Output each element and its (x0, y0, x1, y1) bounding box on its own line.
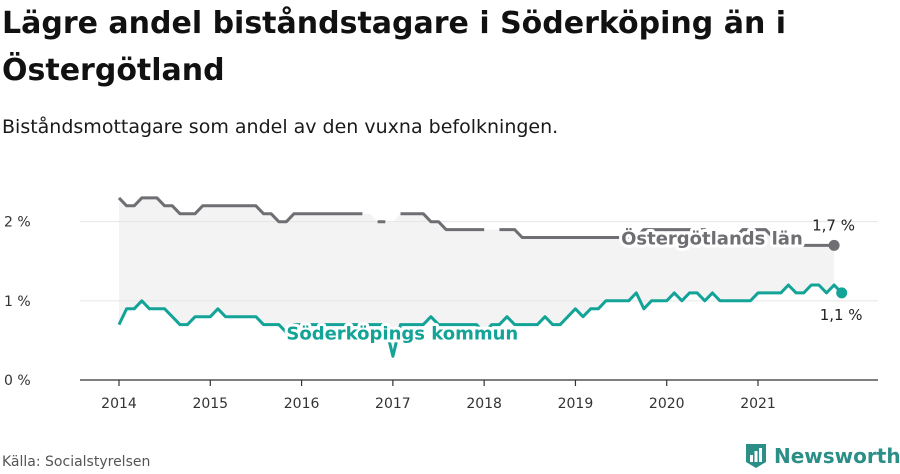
y-tick-label: 2 % (4, 215, 31, 231)
series-line-county (117, 196, 835, 247)
series-band (119, 197, 835, 357)
x-tick-label: 2014 (101, 396, 137, 412)
x-tick-label: 2020 (649, 396, 685, 412)
end-label-county: 1,7 % (812, 216, 855, 234)
series-line-municipality (117, 283, 843, 358)
x-tick-label: 2021 (740, 396, 776, 412)
band-layer (119, 197, 835, 357)
source-note: Källa: Socialstyrelsen (2, 454, 151, 470)
newsworthy-logo: Newsworthy (744, 440, 900, 472)
chart-subtitle: Biståndsmottagare som andel av den vuxna… (2, 116, 559, 138)
line-layer (117, 196, 848, 358)
x-tick-label: 2018 (466, 396, 502, 412)
series-end-point-municipality (836, 287, 848, 299)
x-tick-label: 2015 (192, 396, 228, 412)
series-label-county: Östergötlands län (621, 228, 803, 250)
axis-layer: 0 % 1 % 2 % 2014 2015 2016 2017 2018 2019 2020 202… (4, 215, 878, 412)
brand-name: Newsworthy (774, 444, 900, 468)
series-label-halo-county: Östergötlands län (621, 228, 803, 250)
chart-title: Lägre andel biståndstagare i Söderköping… (2, 6, 787, 88)
series-end-point-county (828, 239, 840, 251)
label-layer: 1,7 %1,1 %Östergötlands länÖstergötlands… (283, 216, 863, 347)
x-tick-label: 2017 (375, 396, 411, 412)
x-tick-label: 2019 (558, 396, 594, 412)
series-label-municipality: Söderköpings kommun (286, 324, 518, 345)
x-tick-label: 2016 (284, 396, 320, 412)
newsworthy-icon (746, 444, 766, 468)
y-tick-label: 1 % (4, 294, 31, 310)
end-label-municipality: 1,1 % (820, 306, 863, 324)
series-label-halo-municipality: Söderköpings kommun (286, 324, 518, 345)
y-tick-label: 0 % (4, 373, 31, 389)
